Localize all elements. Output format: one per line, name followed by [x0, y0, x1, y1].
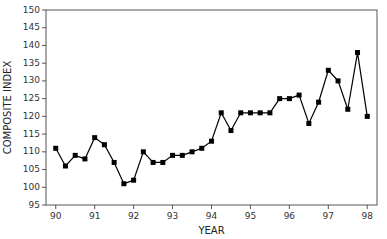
marker	[180, 153, 185, 158]
y-tick-label: 105	[23, 164, 40, 174]
marker	[92, 135, 97, 140]
y-tick-label: 115	[23, 129, 40, 139]
marker	[82, 156, 87, 161]
marker	[102, 142, 107, 147]
series	[53, 50, 370, 186]
marker	[306, 121, 311, 126]
x-tick-label: 96	[284, 211, 296, 221]
chart-svg: 9510010511011512012513013514014515090919…	[0, 0, 387, 239]
marker	[345, 107, 350, 112]
x-tick	[94, 205, 95, 209]
x-axis-label: YEAR	[197, 225, 224, 236]
x-tick-label: 98	[362, 211, 374, 221]
marker	[151, 160, 156, 165]
chart-container: 9510010511011512012513013514014515090919…	[0, 0, 387, 239]
y-tick	[42, 116, 46, 117]
marker	[170, 153, 175, 158]
y-tick-label: 150	[23, 5, 40, 15]
plot-frame	[46, 10, 377, 205]
marker	[141, 149, 146, 154]
x-axis: 90 91 92 93 94 95 96 97 98	[50, 205, 373, 221]
y-tick	[42, 151, 46, 152]
x-tick	[55, 205, 56, 209]
y-tick	[42, 98, 46, 99]
marker	[277, 96, 282, 101]
y-tick-label: 140	[23, 40, 40, 50]
marker	[287, 96, 292, 101]
marker	[238, 110, 243, 115]
x-tick-label: 92	[128, 211, 139, 221]
y-tick	[42, 63, 46, 64]
y-tick-label: 110	[23, 146, 40, 156]
y-tick-label: 135	[23, 58, 40, 68]
y-tick	[42, 134, 46, 135]
marker	[365, 114, 370, 119]
x-tick-label: 97	[323, 211, 334, 221]
y-tick	[42, 169, 46, 170]
y-tick-label: 145	[23, 22, 40, 32]
x-tick-label: 94	[206, 211, 218, 221]
marker	[190, 149, 195, 154]
marker	[121, 181, 126, 186]
x-tick-label: 93	[167, 211, 178, 221]
x-tick	[328, 205, 329, 209]
marker	[209, 139, 214, 144]
marker	[355, 50, 360, 55]
y-tick	[42, 205, 46, 206]
x-tick	[211, 205, 212, 209]
marker	[267, 110, 272, 115]
x-tick-label: 91	[89, 211, 100, 221]
x-tick	[250, 205, 251, 209]
marker	[199, 146, 204, 151]
marker	[219, 110, 224, 115]
marker	[131, 178, 136, 183]
marker	[248, 110, 253, 115]
x-tick-label: 95	[245, 211, 256, 221]
y-axis-label: COMPOSITE INDEX	[2, 61, 13, 155]
x-tick	[289, 205, 290, 209]
marker	[112, 160, 117, 165]
y-tick-label: 95	[29, 200, 40, 210]
x-tick	[367, 205, 368, 209]
y-tick	[42, 10, 46, 11]
marker	[63, 164, 68, 169]
marker	[297, 93, 302, 98]
x-tick-label: 90	[50, 211, 62, 221]
x-tick	[172, 205, 173, 209]
y-tick-label: 130	[23, 75, 40, 85]
y-tick	[42, 80, 46, 81]
y-tick-label: 125	[23, 93, 40, 103]
marker	[336, 78, 341, 83]
marker	[316, 100, 321, 105]
marker	[228, 128, 233, 133]
marker	[326, 68, 331, 73]
y-axis: 95 100 105 110 115 120 125 130 135 140 145 150	[23, 5, 46, 210]
y-tick	[42, 187, 46, 188]
marker	[258, 110, 263, 115]
y-tick	[42, 45, 46, 46]
y-tick	[42, 27, 46, 28]
marker	[160, 160, 165, 165]
marker	[73, 153, 78, 158]
x-tick	[133, 205, 134, 209]
y-tick-label: 100	[23, 182, 40, 192]
line	[56, 53, 368, 184]
marker	[53, 146, 58, 151]
y-tick-label: 120	[23, 111, 40, 121]
